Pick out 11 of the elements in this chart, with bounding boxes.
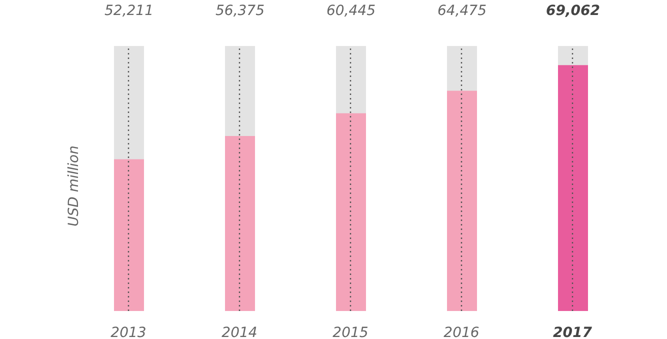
x-tick-label: 2017 <box>553 325 592 339</box>
x-tick-label: 2016 <box>444 325 480 339</box>
data-label: 64,475 <box>438 3 487 19</box>
x-tick-label: 2013 <box>110 325 146 339</box>
y-axis-title: USD million <box>66 146 82 226</box>
data-label: 60,445 <box>326 3 376 19</box>
data-label: 52,211 <box>104 3 154 19</box>
x-tick-label: 2014 <box>222 325 258 339</box>
x-tick-label: 2015 <box>332 325 368 339</box>
data-label: 69,062 <box>546 3 600 19</box>
data-label: 56,375 <box>216 3 265 19</box>
